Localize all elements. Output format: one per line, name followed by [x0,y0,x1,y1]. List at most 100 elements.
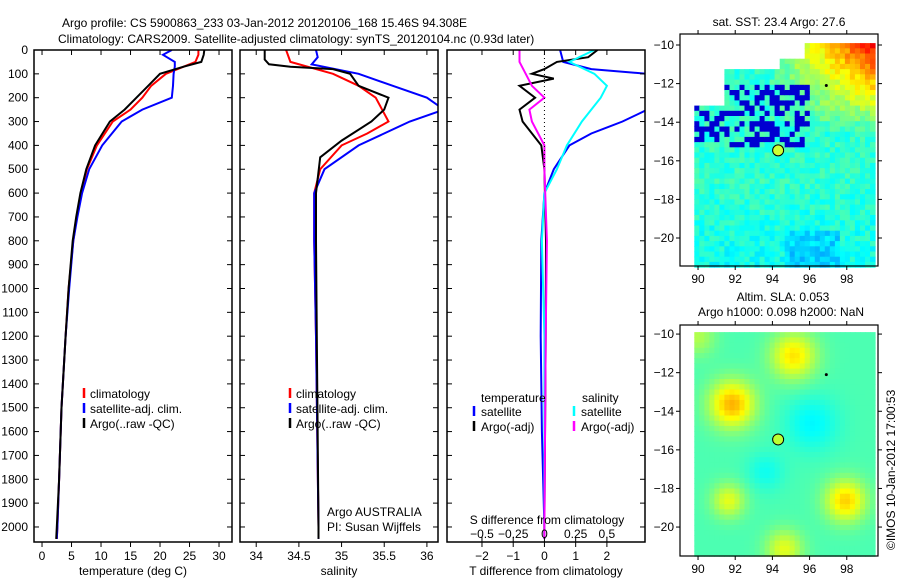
map-cell [699,199,705,206]
map-cell [789,384,796,390]
map-cell [764,152,771,159]
map-cell [754,225,761,232]
map-cell [824,353,831,359]
map-cell [784,363,791,370]
map-cell [769,173,776,180]
map-cell [789,69,796,75]
map-cell [844,410,851,417]
map-cell [804,441,811,448]
map-cell [754,551,761,557]
map-cell [769,230,776,237]
map-cell [759,194,766,200]
map-cell [870,230,876,237]
map-cell [849,235,856,242]
map-cell [809,540,816,547]
map-cell [749,452,756,458]
map-cell [769,509,776,516]
map-cell [729,194,736,200]
map-cell [809,58,816,65]
map-cell [799,69,806,75]
map-cell [814,256,821,263]
map-cell [860,425,866,432]
map-cell [809,48,816,55]
map-cell [764,225,771,232]
map-cell [734,540,741,547]
map-cell [749,394,756,401]
map-cell [794,209,801,216]
map-cell [764,79,771,86]
map-cell [789,225,796,232]
map-cell [834,126,841,133]
map-cell [789,347,796,354]
map-cell [844,462,851,469]
map-cell [804,342,811,349]
map-cell [809,535,816,542]
map-cell [860,230,866,237]
y-tick-label: 1200 [1,329,28,343]
map-cell [794,337,801,344]
map-cell [804,215,811,221]
map-cell [839,446,846,453]
x-tick-label: 30 [212,549,226,563]
map-cell [699,452,705,458]
map-cell [739,399,746,406]
map-cell [814,358,821,364]
map-cell [769,373,776,380]
map-cell [749,488,756,495]
map-cell [764,384,771,390]
map-cell [860,256,866,263]
map-cell [865,183,871,190]
map-cell [804,235,811,242]
map-cell [759,337,766,344]
map-cell [865,261,871,268]
map-cell [769,545,776,552]
map-cell [844,199,851,206]
map-cell [789,472,796,479]
map-cell [844,342,851,349]
map-cell [834,48,841,55]
map-cell [704,235,710,242]
map-cell [714,524,720,531]
map-cell [779,116,786,122]
map-cell [839,431,846,437]
map-cell [794,105,801,112]
map-cell [764,545,771,552]
map-cell [844,142,851,148]
map-cell [814,220,821,227]
y-tick-label: 1700 [1,448,28,462]
map-cell [860,90,866,96]
map-cell [814,204,821,211]
map-cell [734,342,741,349]
map-cell [844,420,851,427]
map-cell [739,241,746,247]
map-cell [769,95,776,101]
map-cell [699,142,705,148]
map-cell [794,373,801,380]
map-cell [724,472,730,479]
map-cell [704,420,710,427]
map-cell [844,551,851,557]
map-cell [860,246,866,253]
map-cell [759,446,766,453]
map-cell [860,95,866,101]
map-cell [854,394,861,401]
map-cell [739,173,746,180]
map-cell [870,467,876,474]
map-cell [819,373,826,380]
map-cell [844,162,851,169]
map-cell [719,199,725,206]
map-cell [829,373,836,380]
map-cell [860,209,866,216]
map-cell [824,43,831,49]
map-cell [814,69,821,75]
map-cell [704,436,710,443]
x-tick-label: 92 [729,272,743,286]
map-cell [764,363,771,370]
map-cell [739,131,746,138]
y-tick-label: 1900 [1,496,28,510]
map-cell [719,204,725,211]
map-cell [824,136,831,143]
map-cell [709,215,715,221]
y-tick-label: 2000 [1,520,28,534]
map-cell [860,69,866,75]
